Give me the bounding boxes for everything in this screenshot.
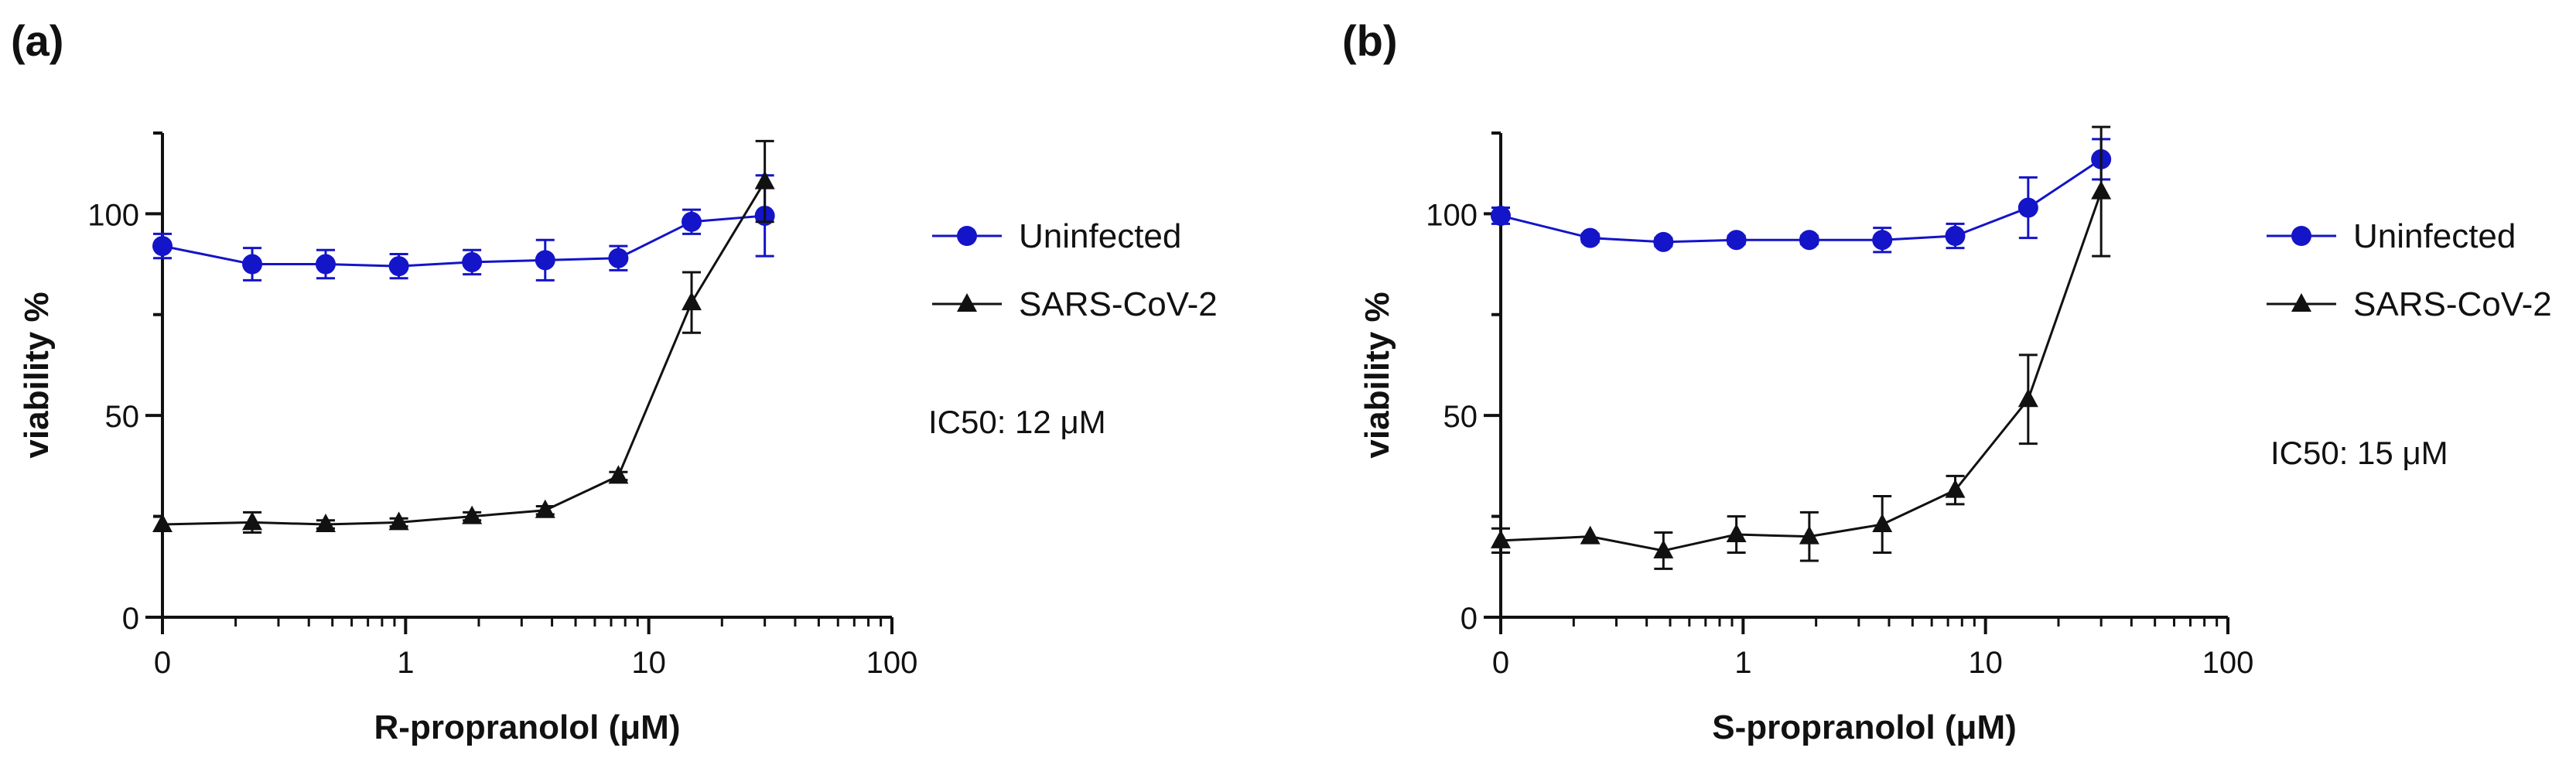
y-tick-label: 100 bbox=[87, 198, 139, 232]
y-tick-label: 50 bbox=[1443, 400, 1478, 434]
legend-label: Uninfected bbox=[2353, 217, 2516, 255]
legend-entry: Uninfected bbox=[932, 217, 1181, 255]
x-axis-label: R-propranolol (μM) bbox=[374, 708, 681, 746]
chart-panel-a: 0 50 100 0 1 10 100 R-propranolol (μM) viability… bbox=[18, 131, 1218, 746]
x-tick-label: 1 bbox=[397, 646, 414, 680]
x-tick-label: 100 bbox=[2202, 646, 2254, 680]
legend-entry: SARS-CoV-2 bbox=[932, 285, 1218, 323]
data-point bbox=[242, 254, 263, 275]
data-point bbox=[462, 251, 483, 272]
data-point bbox=[2091, 180, 2112, 200]
legend-entry: Uninfected bbox=[2267, 217, 2516, 255]
legend-entry: SARS-CoV-2 bbox=[2267, 285, 2552, 323]
data-point bbox=[1726, 524, 1747, 543]
y-axis-label: viability % bbox=[1358, 292, 1396, 458]
legend-marker bbox=[2291, 226, 2311, 246]
ic50-annotation: IC50: 15 μM bbox=[2270, 435, 2448, 471]
series-uninfected bbox=[1491, 138, 2112, 254]
data-point bbox=[2017, 197, 2038, 218]
series-sars-cov-2 bbox=[1491, 125, 2112, 570]
data-point bbox=[152, 514, 173, 533]
y-tick-label: 50 bbox=[105, 400, 140, 434]
data-point bbox=[1580, 227, 1601, 248]
x-tick-label: 1 bbox=[1734, 646, 1751, 680]
data-point bbox=[535, 250, 555, 271]
data-point bbox=[1872, 514, 1893, 533]
data-point bbox=[1945, 226, 1966, 247]
x-tick-label: 100 bbox=[866, 646, 918, 680]
data-point bbox=[1653, 539, 1674, 558]
data-point bbox=[315, 514, 336, 533]
series-uninfected bbox=[152, 174, 775, 282]
legend-marker bbox=[2291, 293, 2311, 312]
legend-marker bbox=[957, 226, 977, 246]
data-point bbox=[2017, 388, 2038, 408]
x-tick-label: 10 bbox=[1968, 646, 2003, 680]
x-axis-label: S-propranolol (μM) bbox=[1712, 708, 2017, 746]
panel-label-b: (b) bbox=[1342, 16, 1398, 65]
data-point bbox=[682, 292, 702, 311]
series-sars-cov-2 bbox=[152, 139, 775, 534]
data-point bbox=[1726, 230, 1747, 251]
data-point bbox=[388, 511, 409, 531]
data-point bbox=[1872, 230, 1893, 251]
data-point bbox=[1945, 479, 1966, 498]
data-point bbox=[608, 465, 629, 484]
data-point bbox=[1799, 525, 1819, 545]
x-tick-label: 0 bbox=[1492, 646, 1509, 680]
data-point bbox=[462, 505, 483, 524]
legend-label: SARS-CoV-2 bbox=[2353, 285, 2552, 323]
data-point bbox=[1580, 525, 1601, 545]
x-tick-label: 10 bbox=[631, 646, 666, 680]
data-point bbox=[754, 170, 775, 190]
data-point bbox=[242, 511, 263, 531]
data-point bbox=[388, 256, 409, 277]
y-tick-label: 100 bbox=[1426, 198, 1478, 232]
data-point bbox=[608, 248, 629, 268]
data-point bbox=[1491, 529, 1511, 548]
legend-label: SARS-CoV-2 bbox=[1019, 285, 1218, 323]
series-line bbox=[162, 180, 766, 526]
data-point bbox=[152, 236, 173, 257]
y-axis-label: viability % bbox=[18, 292, 56, 458]
legend-label: Uninfected bbox=[1019, 217, 1181, 255]
x-tick-label: 0 bbox=[154, 646, 171, 680]
legend-marker bbox=[957, 293, 977, 312]
ic50-annotation: IC50: 12 μM bbox=[928, 404, 1106, 440]
data-point bbox=[1491, 205, 1511, 226]
data-point bbox=[682, 211, 702, 232]
data-point bbox=[315, 254, 336, 275]
y-tick-label: 0 bbox=[1461, 602, 1478, 636]
chart-panel-b: 0 50 100 0 1 10 100 S-propranolol (μM) viability… bbox=[1358, 125, 2552, 746]
data-point bbox=[1799, 230, 1819, 251]
data-point bbox=[535, 499, 555, 518]
y-tick-label: 0 bbox=[122, 602, 139, 636]
data-point bbox=[1653, 231, 1674, 252]
panel-label-a: (a) bbox=[11, 16, 63, 65]
